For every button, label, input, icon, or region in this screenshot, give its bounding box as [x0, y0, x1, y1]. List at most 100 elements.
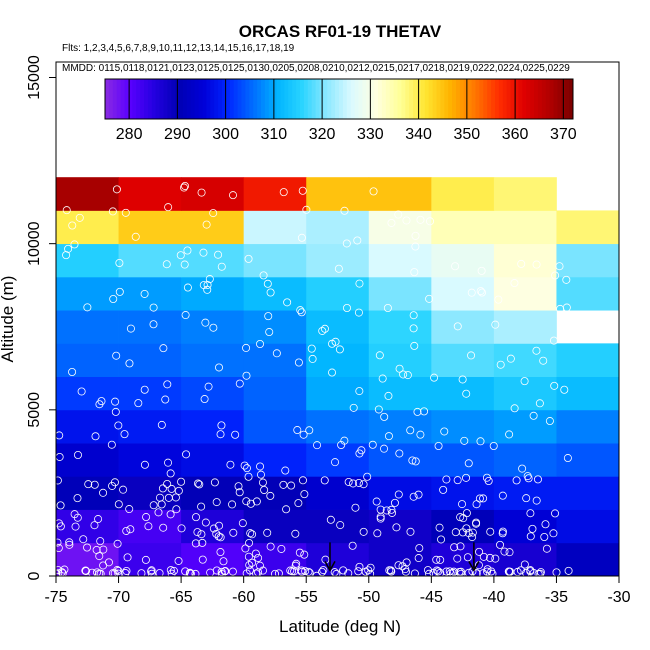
observation-point — [161, 395, 170, 404]
observation-point — [266, 491, 275, 500]
observation-point — [520, 377, 529, 386]
observation-point — [332, 569, 341, 578]
chart-title: ORCAS RF01-19 THETAV — [239, 22, 442, 41]
observation-point — [532, 260, 541, 269]
x-tick-label: -30 — [607, 589, 630, 606]
colorbar-segment — [549, 79, 554, 119]
observation-point — [542, 544, 551, 553]
colorbar-segment — [495, 79, 500, 119]
observation-point — [494, 295, 503, 304]
heatmap-cell — [306, 243, 370, 278]
heatmap-cell — [56, 343, 119, 377]
observation-point — [288, 567, 297, 576]
observation-point — [398, 562, 407, 571]
observation-point — [242, 371, 251, 380]
observation-point — [75, 213, 84, 222]
colorbar-segment — [253, 79, 258, 119]
colorbar-segment — [393, 79, 398, 119]
colorbar-segment — [358, 79, 363, 119]
heatmap-cell — [56, 542, 119, 577]
colorbar-segment — [206, 79, 211, 119]
colorbar-tick-label: 350 — [454, 126, 481, 143]
observation-point — [342, 239, 351, 248]
observation-point — [414, 554, 423, 563]
colorbar-segment — [190, 79, 196, 119]
observation-point — [556, 304, 565, 313]
observation-point — [460, 436, 469, 445]
observation-point — [104, 558, 113, 567]
observation-point — [245, 538, 254, 547]
observation-point — [409, 311, 418, 320]
colorbar-segment — [463, 79, 469, 119]
observation-point — [533, 475, 542, 484]
observation-point — [425, 217, 434, 226]
observation-point — [195, 480, 204, 489]
observation-point — [458, 528, 467, 537]
observation-point — [411, 457, 420, 466]
heatmap-cell — [368, 310, 432, 344]
observation-point — [472, 569, 481, 578]
observation-point — [380, 412, 389, 421]
colorbar-segment — [108, 79, 114, 119]
colorbar-segment — [498, 79, 504, 119]
observation-point — [219, 557, 228, 566]
observation-point — [73, 494, 82, 503]
flight-marker-arrowhead — [324, 561, 336, 572]
colorbar-segment — [194, 79, 200, 119]
colorbar-segment — [261, 79, 266, 119]
observation-point — [305, 426, 314, 435]
heatmap-cell — [556, 376, 620, 411]
observation-point — [251, 549, 260, 558]
observation-point — [458, 500, 467, 509]
observation-point — [384, 432, 393, 441]
observation-point — [201, 518, 210, 527]
colorbar-segment — [381, 79, 387, 119]
observation-point — [298, 476, 307, 485]
heatmap-cell — [181, 443, 245, 477]
colorbar-segment — [171, 79, 176, 119]
observation-point — [260, 485, 269, 494]
observation-point — [68, 367, 77, 376]
observation-point — [451, 262, 460, 271]
observation-point — [408, 456, 417, 465]
colorbar-segment — [452, 79, 457, 119]
observation-point — [83, 303, 92, 312]
observation-point — [357, 446, 366, 455]
observation-point — [258, 478, 267, 487]
observation-point — [348, 541, 357, 550]
observation-point — [411, 242, 420, 251]
observation-point — [416, 215, 425, 224]
observation-point — [344, 569, 353, 578]
observation-point — [155, 569, 164, 578]
observation-point — [231, 430, 240, 439]
observation-point — [159, 344, 168, 353]
observation-point — [368, 440, 377, 449]
heatmap-cell — [118, 376, 182, 411]
observation-point — [134, 399, 143, 408]
heatmap-cell — [306, 310, 370, 344]
colorbar-segment — [389, 79, 395, 119]
observation-point — [200, 395, 209, 404]
observation-point — [297, 233, 306, 242]
colorbar-segment — [241, 79, 246, 119]
observation-point — [562, 275, 571, 284]
colorbar-segment — [518, 79, 523, 119]
observation-point — [229, 528, 238, 537]
observation-point — [355, 387, 364, 396]
observation-point — [238, 519, 247, 528]
heatmap-cell — [243, 210, 307, 245]
heatmap-cell — [56, 276, 119, 311]
observation-point — [191, 569, 200, 578]
heatmap-cell — [56, 310, 119, 344]
colorbar-segment — [370, 79, 375, 119]
colorbar-segment — [467, 79, 473, 119]
observation-point — [58, 569, 67, 578]
observation-point — [235, 379, 244, 388]
observation-point — [183, 246, 192, 255]
observation-point — [53, 538, 62, 547]
heatmap-cell — [368, 376, 432, 411]
heatmap-cell — [431, 243, 495, 278]
colorbar-segment — [530, 79, 535, 119]
heatmap-cell — [556, 343, 620, 377]
